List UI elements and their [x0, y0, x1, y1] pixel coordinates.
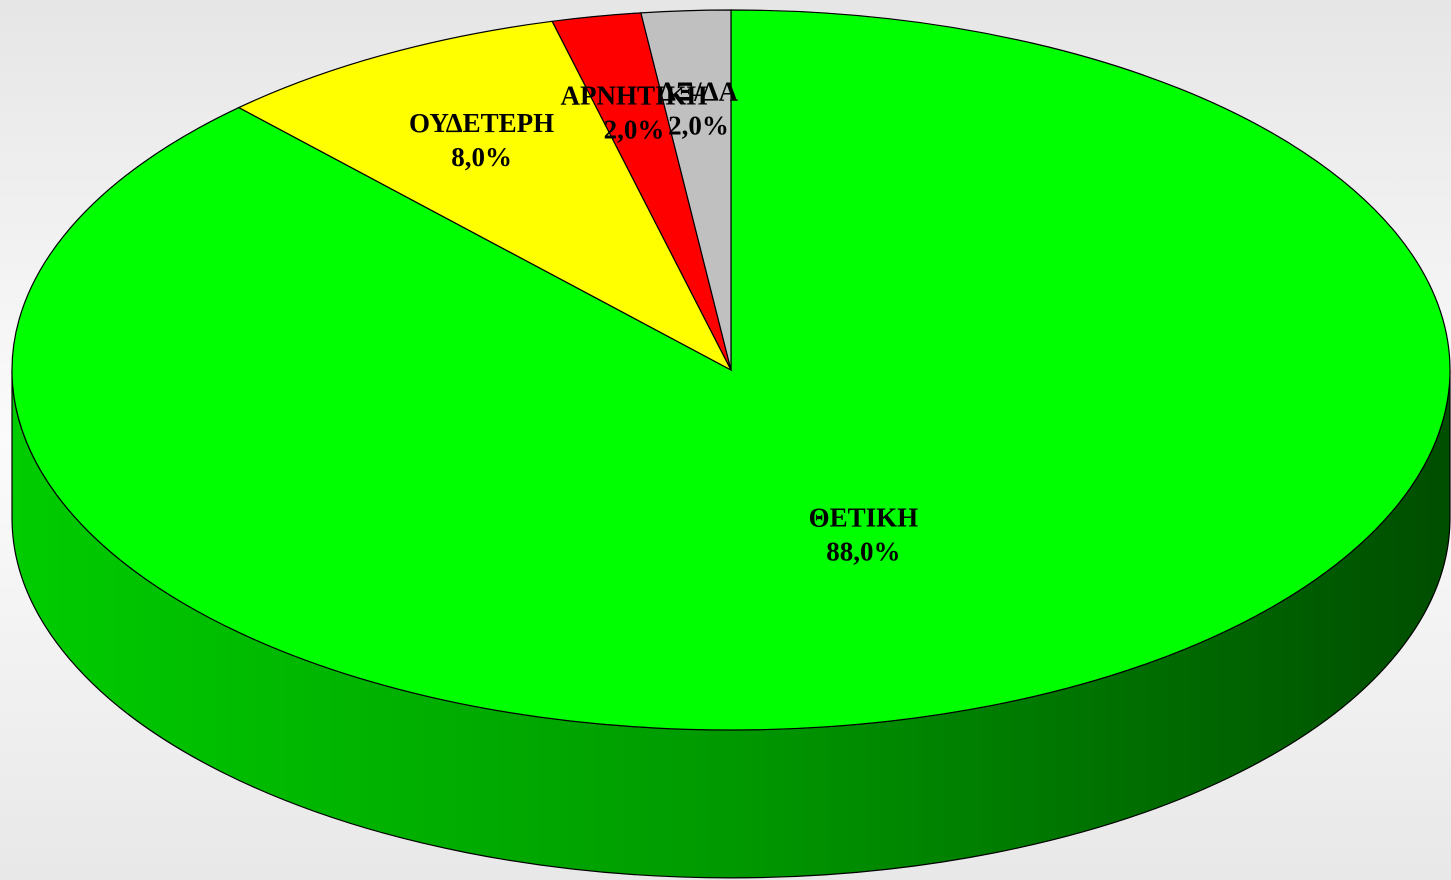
slice-value-label: 2,0%: [668, 111, 729, 141]
slice-value-label: 2,0%: [604, 115, 665, 145]
slice-label: ΟΥΔΕΤΕΡΗ: [409, 108, 554, 138]
pie-slice: [237, 20, 733, 372]
slice-label: ΘΕΤΙΚΗ: [809, 503, 919, 533]
slice-label: ΑΡΝΗΤΙΚΗ: [560, 81, 707, 111]
slice-value-label: 8,0%: [451, 142, 512, 172]
slice-value-label: 88,0%: [826, 537, 900, 567]
slice-label: ΔΞ/ΔΑ: [659, 77, 739, 107]
pie-slice: [640, 9, 732, 371]
